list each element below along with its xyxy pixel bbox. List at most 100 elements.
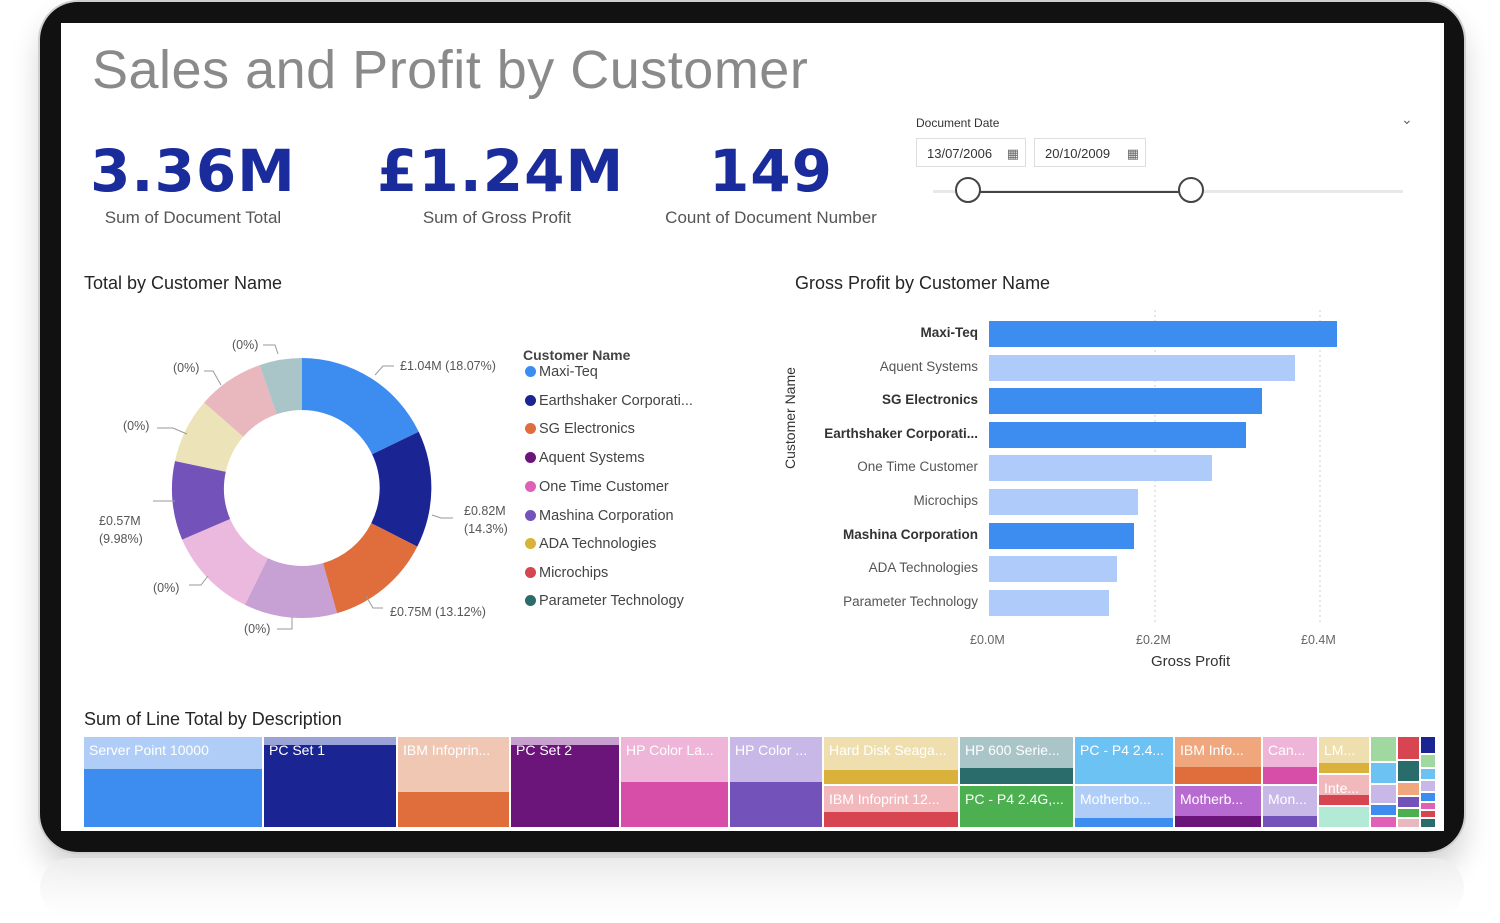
donut-chart: [153, 344, 453, 630]
y-tick-label: SG Electronics: [881, 392, 978, 408]
data-label: (0%): [232, 338, 259, 352]
treemap-cell[interactable]: HP Color La...: [621, 737, 730, 829]
treemap-cell[interactable]: IBM Info...: [1175, 737, 1263, 786]
slice-ada[interactable]: [175, 402, 244, 472]
treemap-cell[interactable]: [1398, 783, 1421, 797]
legend-item[interactable]: SG Electronics: [525, 421, 635, 437]
treemap-cell[interactable]: [1371, 737, 1398, 763]
chevron-down-icon[interactable]: ⌄: [1401, 111, 1413, 127]
treemap-cell[interactable]: [1371, 805, 1398, 817]
legend-item[interactable]: Earthshaker Corporati...: [525, 393, 693, 409]
treemap-cell[interactable]: [1421, 737, 1437, 755]
treemap-cell[interactable]: [1421, 793, 1437, 803]
slice-microchips[interactable]: [204, 365, 277, 437]
y-tick-label: Mashina Corporation: [842, 526, 978, 542]
x-axis-title: Gross Profit: [1151, 653, 1231, 670]
date-end-value: 20/10/2009: [1045, 146, 1111, 161]
legend-item[interactable]: ADA Technologies: [525, 536, 656, 552]
calendar-icon[interactable]: ▦: [1006, 146, 1019, 161]
slice-maxi-teq[interactable]: [302, 358, 419, 455]
treemap-cell[interactable]: IBM Infoprint 12...: [824, 786, 960, 829]
x-tick-label: £0.2M: [1136, 633, 1171, 647]
treemap-cell[interactable]: IBM Infoprin...: [398, 737, 511, 829]
legend-label: Parameter Technology: [539, 593, 684, 609]
treemap-cell[interactable]: [1398, 809, 1421, 819]
bar[interactable]: [989, 589, 1109, 616]
legend-item[interactable]: Microchips: [525, 565, 608, 581]
bar[interactable]: [989, 321, 1337, 347]
legend-item[interactable]: Aquent Systems: [525, 450, 645, 466]
x-tick-label: £0.4M: [1301, 633, 1336, 647]
page-title: Sales and Profit by Customer: [92, 40, 809, 100]
slice-sg-electronics[interactable]: [323, 523, 418, 614]
treemap-cell[interactable]: Server Point 10000: [84, 737, 264, 829]
data-label: (9.98%): [99, 532, 143, 546]
slider-range: [968, 191, 1192, 193]
treemap-cell[interactable]: [1371, 817, 1398, 829]
bar[interactable]: [989, 354, 1296, 381]
kpi-label: Sum of Document Total: [104, 208, 282, 227]
treemap-cell[interactable]: HP 600 Serie...: [960, 737, 1075, 786]
treemap-cell[interactable]: [1421, 819, 1437, 829]
treemap-cell[interactable]: Inte...: [1319, 775, 1371, 807]
legend-marker: [525, 595, 536, 606]
treemap-cell[interactable]: Motherbo...: [1075, 786, 1175, 829]
treemap-cell[interactable]: [1421, 781, 1437, 793]
donut-slices: [171, 358, 432, 619]
bar[interactable]: [989, 522, 1134, 549]
y-axis-title: Customer Name: [782, 367, 798, 469]
treemap-cell[interactable]: Motherb...: [1175, 786, 1263, 829]
legend-item[interactable]: Parameter Technology: [525, 593, 684, 609]
legend-item[interactable]: Mashina Corporation: [525, 508, 674, 524]
y-tick-label: Maxi-Teq: [920, 325, 978, 340]
legend-item[interactable]: One Time Customer: [525, 479, 669, 495]
treemap-cell[interactable]: [1398, 737, 1421, 761]
slice-aquent-systems[interactable]: [244, 558, 337, 619]
treemap-cell[interactable]: LM...: [1319, 737, 1371, 775]
treemap-cell[interactable]: [1398, 819, 1421, 829]
date-end-field[interactable]: 20/10/2009 ▦: [1034, 138, 1146, 167]
kpi-value: 149: [708, 137, 834, 205]
slice-one-time-customer[interactable]: [182, 519, 268, 605]
bar[interactable]: [989, 455, 1213, 482]
kpi-card-gross-profit[interactable]: £1.24M Sum of Gross Profit: [377, 136, 625, 228]
treemap-cell[interactable]: [1421, 755, 1437, 769]
slice-parameter[interactable]: [259, 358, 302, 415]
legend-item[interactable]: Maxi-Teq: [525, 364, 598, 380]
legend-marker: [525, 366, 536, 377]
treemap-cell[interactable]: [1398, 761, 1421, 783]
slicer-title: Document Date: [916, 116, 1000, 130]
slider-end-handle[interactable]: [1178, 177, 1204, 203]
treemap-cell[interactable]: Mon...: [1263, 786, 1319, 829]
treemap-cell[interactable]: PC - P4 2.4G,...: [960, 786, 1075, 829]
y-tick-label: Earthshaker Corporati...: [824, 425, 978, 441]
slider-start-handle[interactable]: [955, 177, 981, 203]
date-start-field[interactable]: 13/07/2006 ▦: [916, 138, 1026, 167]
treemap-cell[interactable]: [1319, 807, 1371, 829]
treemap-cell[interactable]: PC Set 2: [511, 737, 621, 829]
kpi-value: £1.24M: [377, 137, 625, 205]
bar[interactable]: [989, 489, 1138, 515]
treemap-cell[interactable]: [1371, 785, 1398, 805]
treemap-cell[interactable]: [1421, 769, 1437, 781]
date-start-value: 13/07/2006: [927, 146, 993, 161]
treemap-cell[interactable]: [1371, 763, 1398, 785]
legend-marker: [525, 395, 536, 406]
treemap-cell[interactable]: [1421, 803, 1437, 811]
bar[interactable]: [989, 421, 1246, 448]
slice-mashina[interactable]: [171, 461, 231, 540]
treemap-cell[interactable]: PC Set 1: [264, 737, 398, 829]
treemap-cell[interactable]: Can...: [1263, 737, 1319, 786]
kpi-card-document-total[interactable]: 3.36M Sum of Document Total: [83, 136, 303, 228]
bar[interactable]: [989, 388, 1263, 415]
slice-earthshaker[interactable]: [371, 431, 432, 547]
kpi-card-document-count[interactable]: 149 Count of Document Number: [641, 136, 901, 228]
treemap-cell[interactable]: Hard Disk Seaga...: [824, 737, 960, 786]
treemap-cell[interactable]: PC - P4 2.4...: [1075, 737, 1175, 786]
bar[interactable]: [989, 556, 1118, 583]
treemap-cell[interactable]: [1398, 797, 1421, 809]
treemap-cell[interactable]: [1421, 811, 1437, 819]
legend-label: Maxi-Teq: [539, 364, 598, 380]
calendar-icon[interactable]: ▦: [1126, 146, 1139, 161]
treemap-cell[interactable]: HP Color ...: [730, 737, 824, 829]
